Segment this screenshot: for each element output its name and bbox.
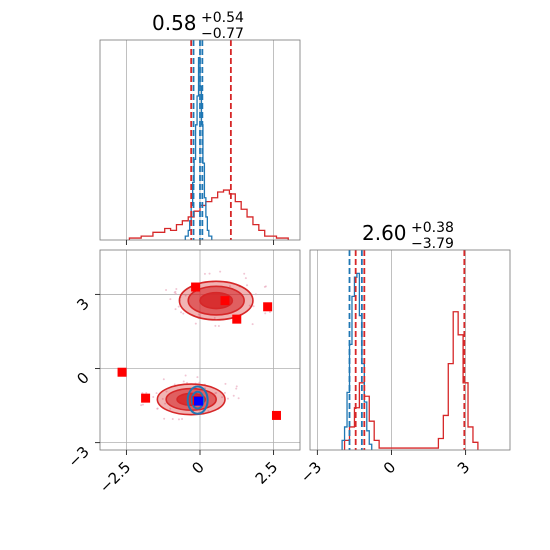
scatter-point [215,391,218,394]
scatter-point [237,397,240,400]
red-square-marker-5 [141,393,151,403]
xtick-label-1: 0 [188,458,207,477]
scatter-point [232,394,235,397]
red-square-marker-0 [191,282,201,292]
red-histogram [343,311,479,450]
scatter-point [264,312,267,315]
scatter-point [184,374,187,377]
scatter-point [214,324,217,327]
scatter-point [235,385,238,388]
title-p1-value: 0.58 [152,11,197,35]
title-p1-plus: +0.54 [201,10,244,26]
scatter-point [244,277,247,280]
scatter-point [174,292,177,295]
scatter-point [181,418,184,421]
scatter-point [219,270,222,273]
scatter-point [164,402,167,405]
scatter-point [198,381,201,384]
scatter-point [268,310,271,313]
scatter-point [246,284,249,287]
scatter-point [184,294,187,297]
title-p1-minus: −0.77 [201,26,244,42]
scatter-point [243,272,246,275]
scatter-point [155,392,158,395]
title-p2-value: 2.60 [362,221,407,245]
scatter-point [223,391,226,394]
red-histogram [128,189,289,240]
red-square-marker-7 [271,410,281,420]
red-square-marker-3 [263,302,273,312]
blue-contour-1 [190,390,205,410]
xtick-label-2: 3 [454,458,473,477]
scatter-point [213,317,216,320]
scatter-point [177,418,180,421]
title-p2-plus: +0.38 [411,220,454,236]
scatter-point [235,387,238,390]
scatter-point [217,325,220,328]
xtick-label-2: 2.5 [252,458,282,488]
scatter-point [141,403,144,406]
scatter-point [248,304,251,307]
scatter-point [228,285,231,288]
blue-histogram [341,272,373,450]
scatter-point [174,290,177,293]
ytick-label-1: 0 [73,369,92,388]
scatter-point [182,312,185,315]
scatter-point [163,417,166,420]
scatter-point [169,298,172,301]
scatter-point [251,323,254,326]
scatter-point [194,322,197,325]
scatter-point [196,376,199,379]
scatter-point [203,272,206,275]
title-p2-minus: −3.79 [411,236,454,252]
panel-frame [309,249,511,451]
scatter-point [156,407,159,410]
scatter-point [252,305,255,308]
scatter-point [162,378,165,381]
ytick-label-2: 3 [73,295,92,314]
scatter-point [199,315,202,318]
scatter-point [169,407,172,410]
histogram-panel-p2: −3 0 3 [297,249,511,486]
red-square-marker-2 [232,314,242,324]
histogram-panel-p1 [99,39,301,245]
scatter-point [208,272,211,275]
xtick-label-0: −3 [297,458,325,486]
scatter-point [175,288,178,291]
scatter-point [197,313,200,316]
red-square-marker-4 [117,367,127,377]
blue-contour-0 [186,385,209,415]
scatter-point [226,397,229,400]
scatter-point [171,417,174,420]
scatter-point [186,381,189,384]
title-p1: 0.58 +0.54 −0.77 [152,10,244,42]
scatter-point [221,396,224,399]
scatter-point [165,288,168,291]
scatter-point [161,397,164,400]
scatter-point [152,395,155,398]
xtick-label-1: 0 [380,458,399,477]
scatter-point [207,410,210,413]
red-square-marker-1 [220,296,230,306]
scatter-point [264,285,267,288]
scatter-point [140,404,143,407]
scatter-point [180,311,183,314]
contour-panel: −2.5 0 2.5 −3 0 3 [64,249,301,497]
scatter-point [174,308,177,311]
scatter-point [182,380,185,383]
scatter-point [177,305,180,308]
scatter-point [224,382,227,385]
scatter-point [145,391,148,394]
blue-square-marker [194,396,204,406]
title-p2: 2.60 +0.38 −3.79 [362,220,454,252]
ytick-label-0: −3 [64,443,92,471]
scatter-point [165,390,168,393]
xtick-label-0: −2.5 [96,458,134,496]
scatter-point [254,293,257,296]
blue-histogram [184,56,213,240]
